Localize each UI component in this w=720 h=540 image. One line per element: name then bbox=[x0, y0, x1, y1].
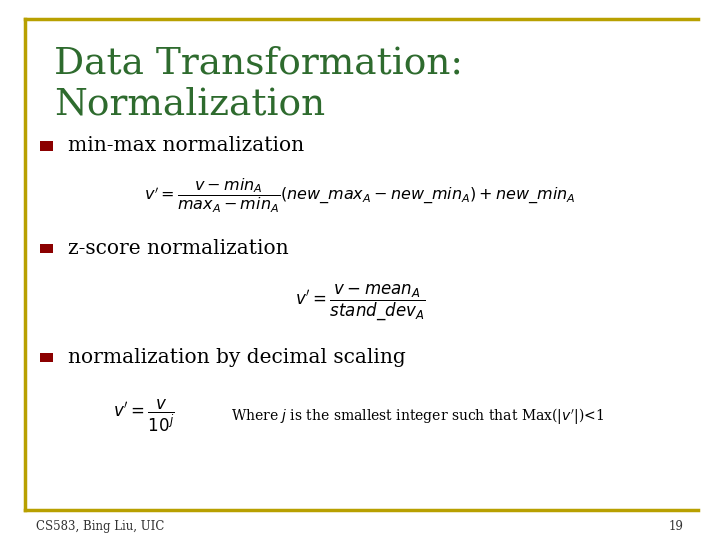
Bar bbox=[40, 244, 53, 253]
Text: Where $j$ is the smallest integer such that Max(|$v'$|)<1: Where $j$ is the smallest integer such t… bbox=[231, 406, 604, 426]
Bar bbox=[40, 353, 53, 362]
Text: min-max normalization: min-max normalization bbox=[68, 136, 305, 156]
Text: z-score normalization: z-score normalization bbox=[68, 239, 289, 258]
Text: 19: 19 bbox=[669, 520, 684, 533]
Text: $v' = \dfrac{v - min_A}{max_A - min_A}(new\_max_A - new\_min_A) + new\_min_A$: $v' = \dfrac{v - min_A}{max_A - min_A}(n… bbox=[144, 176, 576, 215]
Text: $v' = \dfrac{v}{10^j}$: $v' = \dfrac{v}{10^j}$ bbox=[113, 398, 175, 434]
Bar bbox=[40, 141, 53, 151]
Text: $v' = \dfrac{v - mean_A}{stand\_dev_A}$: $v' = \dfrac{v - mean_A}{stand\_dev_A}$ bbox=[294, 282, 426, 322]
Text: Normalization: Normalization bbox=[54, 86, 325, 123]
Text: Data Transformation:: Data Transformation: bbox=[54, 46, 463, 82]
Text: normalization by decimal scaling: normalization by decimal scaling bbox=[68, 348, 406, 367]
Text: CS583, Bing Liu, UIC: CS583, Bing Liu, UIC bbox=[36, 520, 164, 533]
